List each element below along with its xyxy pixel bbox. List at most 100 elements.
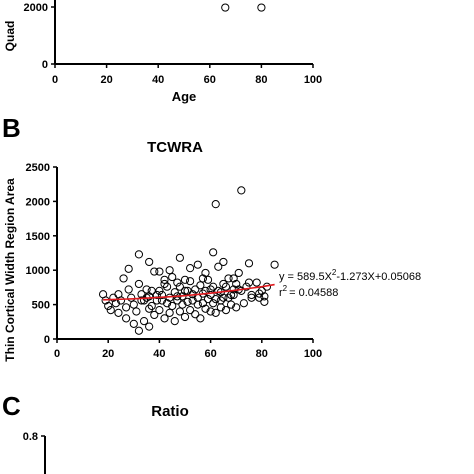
panel-b-point: [198, 274, 208, 283]
panel-b-point: [114, 308, 123, 317]
panel-a-x-axis-label: Age: [172, 89, 197, 104]
panel-b-point: [255, 289, 264, 298]
panel-b-point: [152, 290, 161, 300]
panel-b-point: [106, 306, 115, 315]
panel-b-point: [122, 303, 131, 312]
panel-b-points: [98, 186, 279, 335]
panel-b-point: [239, 299, 248, 308]
panel-b-x-tick-label-4: 80: [256, 348, 268, 360]
panel-b-point: [104, 301, 113, 311]
panel-b-point: [198, 299, 208, 308]
panel-b-point: [175, 253, 184, 262]
panel-b-point: [116, 296, 126, 305]
panel-c-letter: C: [2, 391, 21, 421]
panel-b-point: [178, 300, 187, 309]
panel-b-point: [180, 286, 190, 295]
panel-b-r-base: r: [279, 287, 283, 299]
panel-b-y-tick-label-3: 1500: [26, 231, 50, 243]
panel-b-fit-curve: [103, 283, 275, 301]
panel-b-y-tick-label-5: 2500: [26, 162, 50, 174]
panel-b-point: [180, 312, 190, 322]
panel-b-point: [150, 310, 159, 320]
panel-b-point: [224, 293, 233, 302]
panel-b-point: [132, 307, 141, 316]
panel-b-point: [119, 274, 128, 283]
panel-b-point: [232, 303, 241, 312]
panel-b-point: [162, 299, 172, 308]
panel-b-point: [173, 278, 182, 287]
panel-b-point: [196, 314, 205, 323]
panel-b-point: [168, 301, 177, 311]
panel-b-point: [139, 317, 149, 326]
panel-b-point: [129, 300, 138, 309]
panel-a-point: [257, 3, 266, 12]
panel-c-y-tick-label: 0.8: [23, 431, 38, 443]
panel-b-point: [219, 293, 228, 302]
panel-b-point: [191, 285, 200, 294]
panel-a-x-tick-label-0: 0: [52, 74, 58, 86]
panel-a-x-ticks: 0 20 40 60 80 100: [52, 64, 322, 86]
panel-b-point: [191, 310, 200, 319]
panel-a-y-axis-label: Quad: [3, 21, 17, 52]
panel-a: 0 2000 0 20 40 60 80 100 Age Quad: [3, 0, 322, 104]
panel-b-point: [183, 286, 192, 295]
panel-b-point: [211, 294, 220, 304]
panel-b-y-ticks: 0 500 1000 1500 2000 2500: [26, 162, 57, 346]
panel-c-title: Ratio: [151, 403, 189, 420]
panel-b-point: [127, 293, 136, 302]
panel-b-point: [260, 292, 269, 301]
panel-b-point: [139, 296, 149, 305]
panel-c: C Ratio 0.8: [2, 391, 189, 474]
panel-b-point: [165, 266, 174, 275]
panel-b-point: [193, 300, 202, 309]
panel-b-point: [155, 267, 164, 276]
panel-b-y-tick-label-4: 2000: [26, 196, 50, 208]
panel-b-point: [244, 259, 254, 268]
panel-b-point: [145, 257, 154, 267]
panel-b-point: [255, 293, 264, 302]
panel-b-equation-exponent: 2: [332, 268, 337, 277]
panel-b-point: [252, 278, 261, 287]
panel-b-point: [134, 279, 144, 289]
panel-b-point: [183, 297, 192, 306]
panel-b-point: [160, 279, 169, 289]
panel-b-point: [134, 326, 144, 335]
panel-b-point: [157, 290, 167, 300]
panel-b-point: [214, 286, 223, 295]
panel-a-x-tick-label-5: 100: [304, 74, 322, 86]
panel-b-point: [142, 285, 151, 294]
panel-b-point: [168, 272, 177, 282]
panel-a-x-tick-label-1: 20: [100, 74, 112, 86]
panel-b-point: [145, 304, 154, 313]
panel-b-y-axis-label: Thin Cortical Width Region Area: [3, 178, 17, 362]
panel-b-point: [124, 264, 133, 273]
panel-b-x-tick-label-3: 60: [204, 348, 216, 360]
panel-b-x-tick-label-0: 0: [54, 348, 60, 360]
panel-b-point: [224, 274, 233, 283]
panel-b-point: [175, 282, 184, 291]
panel-b-point: [160, 314, 169, 323]
panel-b-point: [234, 268, 243, 278]
panel-a-x-tick-label-3: 60: [204, 74, 216, 86]
panel-b-point: [221, 306, 231, 315]
panel-b-point: [162, 282, 172, 291]
panel-b-point: [209, 248, 218, 257]
panel-b: B TCWRA Thin Cortical Width Region Area …: [2, 113, 421, 362]
panel-b-point: [196, 281, 205, 290]
panel-b-point: [209, 299, 218, 308]
panel-b-point: [244, 278, 254, 287]
panel-b-r-exponent: 2: [283, 284, 288, 293]
panel-b-point: [232, 279, 241, 289]
panel-b-x-tick-label-1: 20: [102, 348, 114, 360]
panel-b-point: [209, 282, 218, 291]
panel-b-point: [260, 297, 269, 306]
panel-b-point: [229, 290, 238, 300]
panel-b-point: [122, 314, 131, 323]
panel-b-point: [226, 300, 236, 309]
panel-b-point: [219, 257, 228, 267]
panel-b-point: [193, 260, 202, 269]
panel-b-equation-prefix: y = 589.5X: [279, 271, 333, 283]
panel-b-point: [201, 304, 210, 313]
panel-b-point: [216, 296, 225, 305]
